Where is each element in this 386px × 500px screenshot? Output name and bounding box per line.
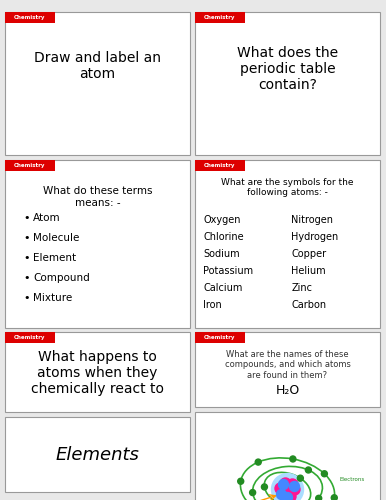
Circle shape (289, 484, 300, 495)
Circle shape (290, 482, 300, 492)
Circle shape (261, 484, 267, 490)
Text: Atom: Atom (33, 213, 61, 223)
Circle shape (275, 483, 286, 494)
Text: •: • (24, 273, 30, 283)
Text: Chlorine: Chlorine (203, 232, 244, 242)
Circle shape (297, 475, 303, 481)
Circle shape (290, 456, 296, 462)
Circle shape (283, 492, 293, 500)
Text: Chemistry: Chemistry (204, 163, 236, 168)
Circle shape (283, 485, 294, 496)
Circle shape (255, 459, 261, 465)
Text: Calcium: Calcium (203, 283, 242, 293)
FancyBboxPatch shape (195, 412, 380, 500)
Text: Hydrogen: Hydrogen (291, 232, 339, 242)
FancyBboxPatch shape (195, 160, 245, 171)
Circle shape (277, 487, 288, 498)
Circle shape (280, 478, 291, 489)
Text: Chemistry: Chemistry (14, 335, 46, 340)
FancyBboxPatch shape (195, 12, 245, 23)
Text: What do these terms
means: -: What do these terms means: - (43, 186, 152, 208)
Text: Compound: Compound (33, 273, 90, 283)
Text: Element: Element (33, 253, 76, 263)
Text: Chemistry: Chemistry (204, 15, 236, 20)
Circle shape (305, 467, 312, 473)
Text: Nitrogen: Nitrogen (291, 215, 333, 225)
Text: H₂O: H₂O (275, 384, 300, 396)
Text: Chemistry: Chemistry (14, 163, 46, 168)
Text: •: • (24, 293, 30, 303)
FancyBboxPatch shape (195, 160, 380, 328)
Circle shape (316, 496, 322, 500)
Text: Helium: Helium (291, 266, 326, 276)
Circle shape (285, 491, 296, 500)
Circle shape (271, 474, 303, 500)
FancyBboxPatch shape (195, 332, 245, 343)
Text: Copper: Copper (291, 249, 326, 259)
Text: Sodium: Sodium (203, 249, 240, 259)
Text: Iron: Iron (203, 300, 222, 310)
Text: Mixture: Mixture (33, 293, 72, 303)
FancyBboxPatch shape (5, 160, 55, 171)
Text: What are the names of these
compounds, and which atoms
are found in them?: What are the names of these compounds, a… (225, 350, 350, 380)
Text: Zinc: Zinc (291, 283, 312, 293)
Text: What does the
periodic table
contain?: What does the periodic table contain? (237, 46, 338, 92)
Text: Molecule: Molecule (33, 233, 80, 243)
Circle shape (331, 494, 337, 500)
Text: What are the symbols for the
following atoms: -: What are the symbols for the following a… (221, 178, 354, 198)
Text: Chemistry: Chemistry (14, 15, 46, 20)
Text: Potassium: Potassium (203, 266, 253, 276)
FancyBboxPatch shape (5, 12, 55, 23)
Circle shape (287, 479, 298, 490)
Text: Electrons: Electrons (340, 477, 365, 482)
FancyBboxPatch shape (5, 332, 55, 343)
FancyBboxPatch shape (5, 332, 190, 412)
Text: •: • (24, 253, 30, 263)
Text: Elements: Elements (56, 446, 139, 464)
Circle shape (322, 470, 327, 476)
Circle shape (250, 490, 256, 496)
FancyBboxPatch shape (5, 12, 190, 155)
Text: •: • (24, 213, 30, 223)
Text: •: • (24, 233, 30, 243)
Text: Oxygen: Oxygen (203, 215, 240, 225)
Text: Carbon: Carbon (291, 300, 326, 310)
Text: Draw and label an
atom: Draw and label an atom (34, 51, 161, 82)
FancyBboxPatch shape (5, 160, 190, 328)
Circle shape (276, 490, 286, 500)
FancyBboxPatch shape (195, 12, 380, 155)
Text: Chemistry: Chemistry (204, 335, 236, 340)
Text: What happens to
atoms when they
chemically react to: What happens to atoms when they chemical… (31, 350, 164, 397)
FancyBboxPatch shape (195, 332, 380, 407)
FancyBboxPatch shape (5, 417, 190, 492)
Circle shape (279, 480, 288, 490)
Circle shape (238, 478, 244, 484)
